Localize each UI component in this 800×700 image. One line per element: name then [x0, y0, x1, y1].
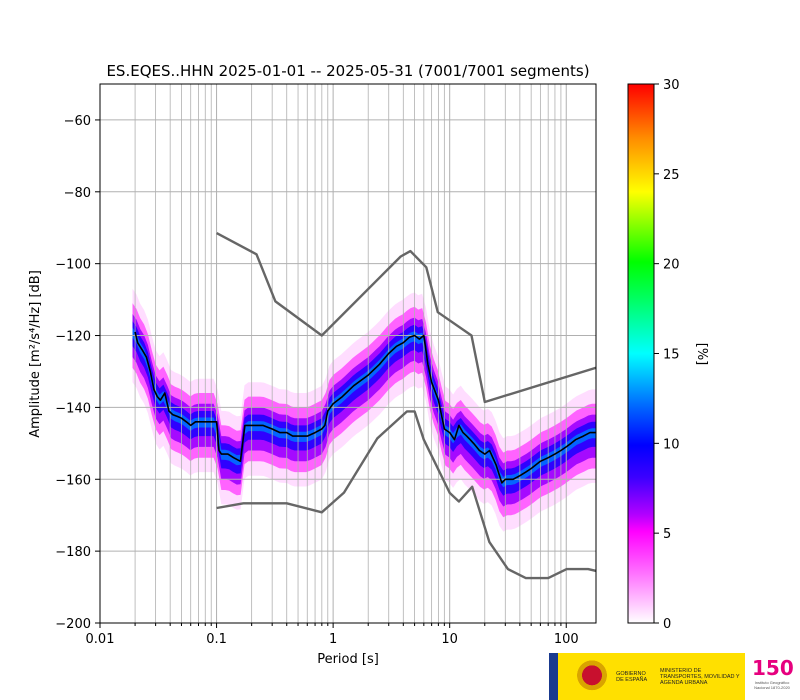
y-tick-label: −60: [64, 114, 91, 129]
x-tick-label: 1: [329, 632, 337, 647]
colorbar-axis: 0 5 10 15 20 25 30: [654, 78, 680, 632]
y-tick-label: −100: [55, 258, 91, 273]
grid-lines: [99, 84, 596, 624]
ign-logo: 150 Instituto Geográfico Nacional 1870-2…: [752, 656, 794, 698]
y-axis: −200 −180 −160 −140 −120 −100 −80 −60: [55, 114, 100, 632]
ign-subtitle: Instituto Geográfico Nacional 1870-2020: [754, 680, 790, 690]
y-tick-label: −120: [55, 330, 91, 345]
y-axis-label: Amplitude [m²/s⁴/Hz] [dB]: [28, 270, 43, 438]
coat-of-arms-icon: [576, 659, 609, 694]
colorbar-tick-label: 0: [663, 617, 671, 632]
y-tick-label: −160: [55, 473, 91, 488]
y-tick-label: −80: [64, 186, 91, 201]
eu-flag-icon: [549, 653, 566, 700]
noise-model-high-line: [216, 232, 596, 404]
series-lines: [134, 232, 596, 580]
colorbar-tick-label: 10: [663, 437, 680, 452]
colorbar-tick-label: 5: [663, 527, 671, 542]
mode-line: [134, 331, 596, 484]
government-logo: GOBIERNO DE ESPAÑA MINISTERIO DE TRANSPO…: [549, 653, 745, 700]
ign-anniversary: 150: [752, 656, 794, 680]
y-tick-label: −180: [55, 545, 91, 560]
psd-density-band: [132, 327, 596, 488]
colorbar-label: [%]: [694, 343, 709, 366]
ministry-text: MINISTERIO DE TRANSPORTES, MOVILIDAD Y A…: [660, 667, 740, 686]
colorbar-tick-label: 15: [663, 348, 680, 363]
colorbar-tick-label: 30: [663, 78, 680, 93]
chart-title: ES.EQES..HHN 2025-01-01 -- 2025-05-31 (7…: [106, 62, 589, 80]
psd-heatmap: [132, 288, 596, 532]
y-tick-label: −200: [55, 617, 91, 632]
x-tick-label: 0.01: [86, 632, 115, 647]
x-tick-label: 10: [441, 632, 458, 647]
x-axis-label: Period [s]: [317, 652, 379, 667]
plot-frame: [99, 83, 597, 624]
colorbar-tick-label: 20: [663, 258, 680, 273]
x-tick-label: 0.1: [206, 632, 227, 647]
noise-model-low-line: [216, 410, 596, 580]
x-axis: 0.01 0.1 1 10 100: [86, 623, 579, 647]
x-tick-label: 100: [554, 632, 579, 647]
y-tick-label: −140: [55, 401, 91, 416]
gov-text: GOBIERNO DE ESPAÑA: [616, 670, 648, 683]
colorbar: [627, 83, 655, 624]
colorbar-tick-label: 25: [663, 168, 680, 183]
